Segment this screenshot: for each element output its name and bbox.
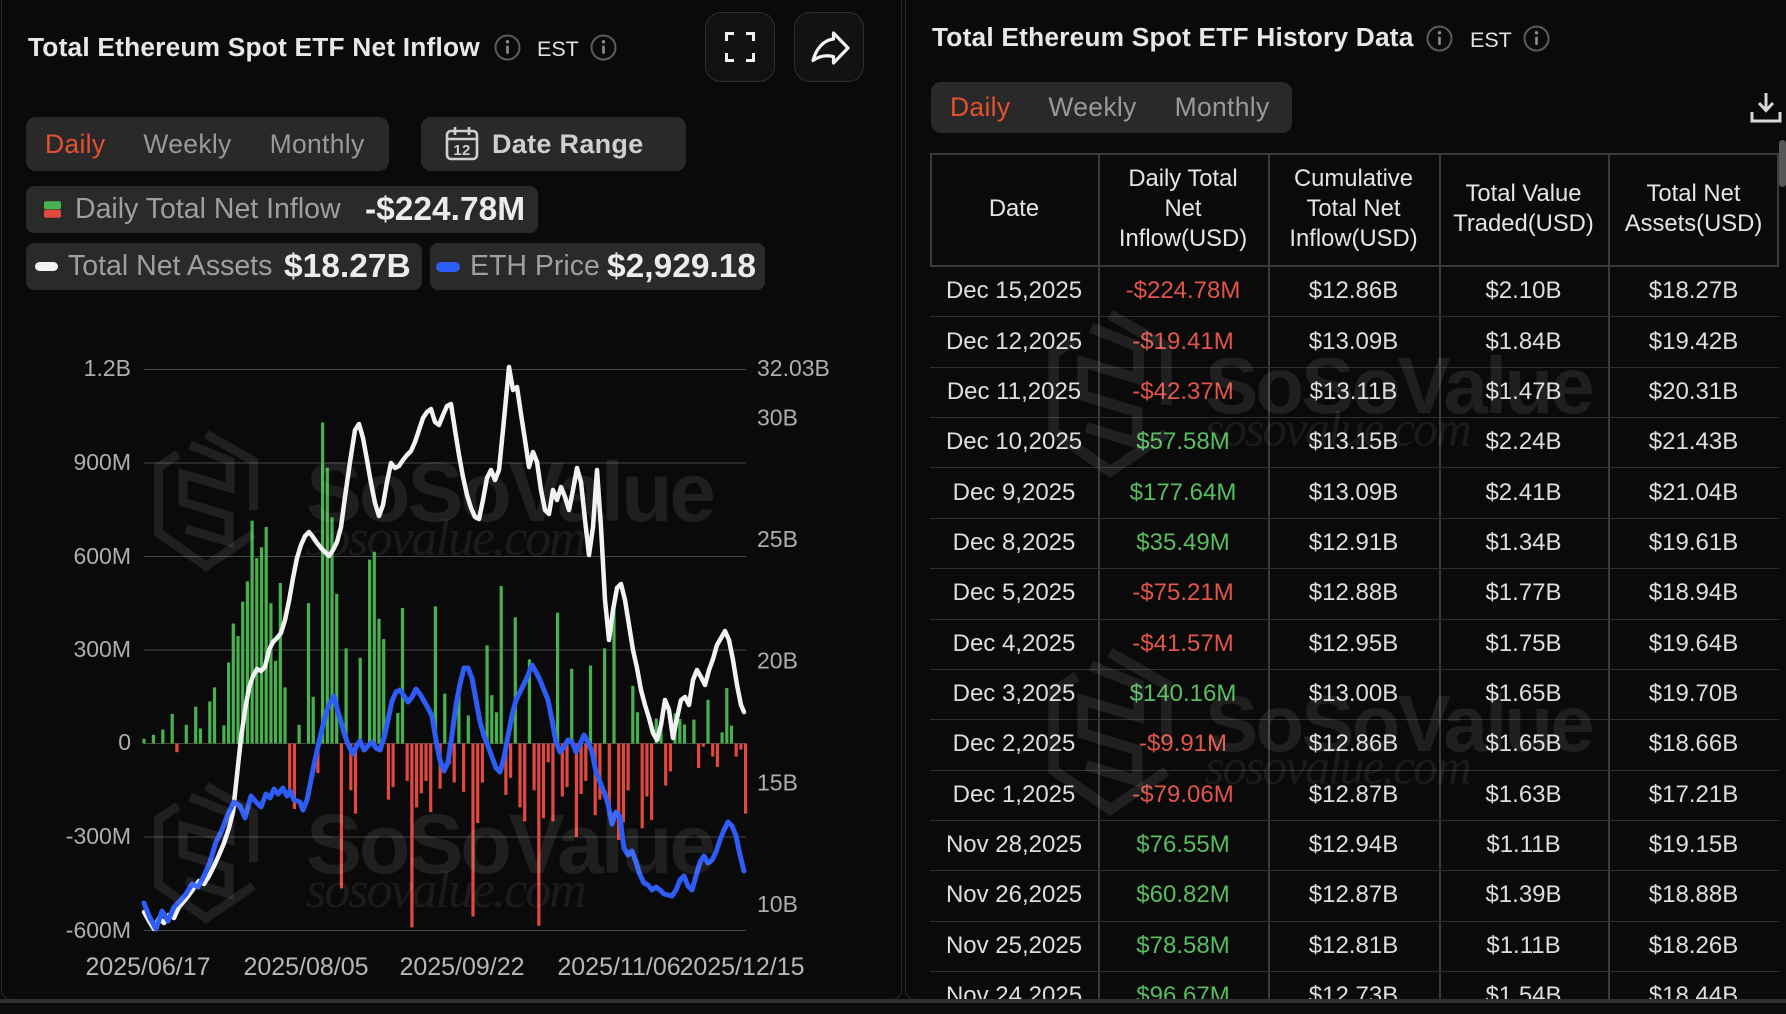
svg-text:1.2B: 1.2B xyxy=(84,355,131,381)
svg-text:-300M: -300M xyxy=(66,823,131,849)
svg-text:2025/11/06: 2025/11/06 xyxy=(557,953,680,981)
svg-text:2025/12/15: 2025/12/15 xyxy=(679,953,804,981)
svg-text:600M: 600M xyxy=(73,543,131,569)
svg-text:-600M: -600M xyxy=(66,917,131,943)
svg-text:300M: 300M xyxy=(73,636,131,662)
svg-text:32.03B: 32.03B xyxy=(757,355,830,381)
svg-text:0: 0 xyxy=(118,729,131,755)
svg-text:30B: 30B xyxy=(757,404,798,430)
svg-text:10B: 10B xyxy=(757,891,798,917)
svg-text:12: 12 xyxy=(453,142,470,159)
svg-text:2025/06/17: 2025/06/17 xyxy=(85,953,210,981)
svg-text:20B: 20B xyxy=(757,648,798,674)
svg-text:900M: 900M xyxy=(73,449,131,475)
svg-text:2025/08/05: 2025/08/05 xyxy=(243,953,368,981)
svg-text:15B: 15B xyxy=(757,769,798,795)
svg-text:25B: 25B xyxy=(757,526,798,552)
svg-text:2025/09/22: 2025/09/22 xyxy=(399,953,524,981)
